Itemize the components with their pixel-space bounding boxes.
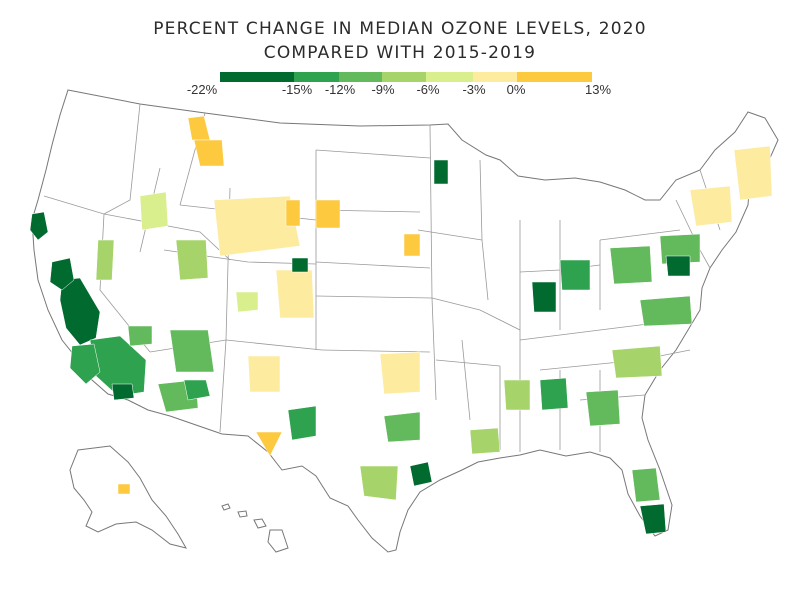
region-west-montana — [193, 139, 225, 167]
legend-tick-2: -15% — [281, 82, 313, 97]
region-north-carolina — [611, 345, 663, 379]
legend-tick-6: -3% — [462, 82, 486, 97]
region-new-york — [689, 185, 733, 227]
region-oklahoma — [379, 351, 421, 395]
region-imperial — [111, 383, 135, 401]
legend-tick-1: -22% — [186, 82, 218, 97]
region-la-coast — [69, 343, 101, 385]
region-north-az — [169, 329, 215, 373]
region-central-tx — [383, 411, 421, 443]
legend-tick-3: -12% — [324, 82, 356, 97]
region-utah-valley — [175, 239, 209, 281]
region-ohio — [609, 245, 653, 285]
region-southern-utah — [235, 291, 259, 313]
alaska-outline — [69, 445, 188, 549]
region-socal-inland — [89, 335, 147, 397]
legend-swatch-3 — [339, 72, 382, 82]
region-south-tx — [359, 465, 399, 501]
region-northern-nv — [139, 191, 169, 231]
region-indiana — [559, 259, 591, 291]
region-new-england — [733, 145, 773, 201]
legend-swatch-1 — [220, 72, 294, 82]
region-west-tx — [287, 405, 317, 441]
legend-swatch-4 — [382, 72, 426, 82]
region-north-coast-ca — [29, 211, 49, 241]
region-pima — [183, 379, 211, 401]
legend-tick-5: -6% — [416, 82, 440, 97]
region-minnesota — [433, 159, 449, 185]
region-wyoming-east — [285, 199, 301, 227]
region-sd-west — [315, 199, 341, 229]
legend-tick-4: -9% — [371, 82, 395, 97]
legend-tick-7: 0% — [506, 82, 526, 97]
region-southern-nv — [127, 325, 153, 347]
legend-swatch-7 — [517, 72, 592, 82]
hawaii-islands — [221, 503, 289, 553]
region-maryland — [665, 255, 691, 277]
region-alabama — [539, 377, 569, 411]
region-sacramento — [49, 257, 75, 291]
legend-swatch-6 — [473, 72, 517, 82]
region-cheyenne — [291, 257, 309, 273]
region-el-paso — [255, 431, 283, 457]
region-louisiana — [469, 427, 501, 455]
color-legend — [220, 72, 592, 82]
region-houston — [409, 461, 433, 487]
region-alaska — [117, 483, 131, 495]
county-regions — [29, 115, 773, 535]
chart-title-line-1: PERCENT CHANGE IN MEDIAN OZONE LEVELS, 2… — [153, 19, 647, 39]
region-denver — [275, 269, 315, 319]
region-north-nm — [247, 355, 281, 393]
region-south-illinois — [531, 281, 557, 313]
chart-title-line-2: COMPARED WITH 2015-2019 — [263, 43, 537, 63]
region-south-fl — [639, 503, 667, 535]
region-virginia — [639, 295, 693, 327]
region-wyoming-west — [213, 195, 301, 257]
region-central-fl — [631, 467, 661, 503]
region-san-joaquin — [59, 277, 101, 346]
region-east-iowa — [403, 233, 421, 257]
region-central-nv — [95, 239, 115, 281]
region-mississippi — [503, 379, 531, 411]
legend-swatch-5 — [426, 72, 473, 82]
region-georgia — [585, 389, 621, 427]
legend-tick-8: 13% — [584, 82, 612, 97]
legend-swatch-2 — [294, 72, 339, 82]
